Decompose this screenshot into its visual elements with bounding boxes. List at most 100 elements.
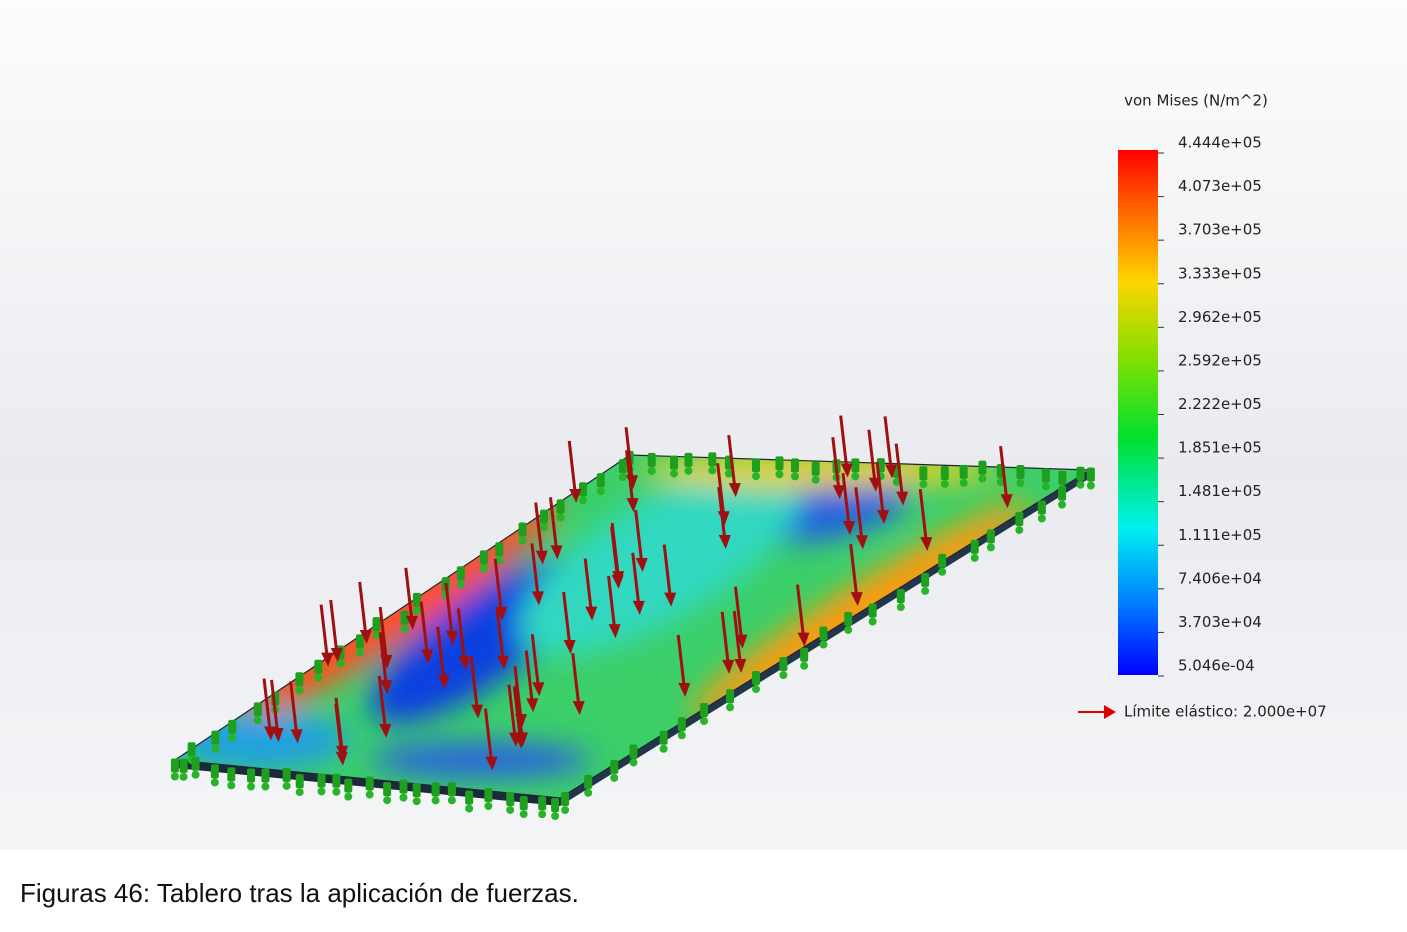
support [413, 797, 421, 805]
support [180, 759, 188, 773]
support [629, 744, 637, 758]
support [660, 731, 668, 745]
support [610, 760, 618, 774]
support [314, 660, 322, 674]
support [356, 648, 364, 656]
support [1076, 467, 1084, 481]
support [373, 617, 381, 631]
support [413, 593, 421, 607]
support [791, 458, 799, 472]
support [978, 461, 986, 475]
support [971, 554, 979, 562]
support [551, 812, 559, 820]
tick-label: 4.073e+05 [1178, 177, 1262, 195]
support [295, 686, 303, 694]
support [819, 641, 827, 649]
support [557, 513, 565, 521]
support [261, 769, 269, 783]
support [1087, 482, 1095, 490]
support [812, 476, 820, 484]
support [192, 771, 200, 779]
support [332, 788, 340, 796]
support [261, 783, 269, 791]
tick-label: 5.046e-04 [1178, 657, 1255, 675]
support [432, 796, 440, 804]
support [314, 674, 322, 682]
support [851, 472, 859, 480]
support [1016, 465, 1024, 479]
support [399, 794, 407, 802]
support [383, 796, 391, 804]
tick-label: 3.333e+05 [1178, 264, 1262, 282]
support [211, 731, 219, 745]
support [648, 467, 656, 475]
support [597, 473, 605, 487]
support [1015, 512, 1023, 526]
support [844, 612, 852, 626]
support [1042, 468, 1050, 482]
yield-label: Límite elástico: 2.000e+07 [1124, 703, 1327, 721]
support [678, 717, 686, 731]
support [938, 554, 946, 568]
support [192, 757, 200, 771]
support [752, 685, 760, 693]
support [897, 603, 905, 611]
support [960, 479, 968, 487]
support [283, 782, 291, 790]
support [941, 480, 949, 488]
support [413, 607, 421, 615]
support [812, 462, 820, 476]
support [938, 568, 946, 576]
support [597, 487, 605, 495]
support [318, 787, 326, 795]
support [584, 789, 592, 797]
support [941, 466, 949, 480]
support [401, 625, 409, 633]
support [519, 537, 527, 545]
support [228, 734, 236, 742]
support [987, 529, 995, 543]
support [247, 783, 255, 791]
support [726, 703, 734, 711]
support [344, 779, 352, 793]
support [484, 802, 492, 810]
support [538, 796, 546, 810]
support [366, 791, 374, 799]
support [619, 459, 627, 473]
support [919, 480, 927, 488]
support [480, 550, 488, 564]
support [919, 466, 927, 480]
tick-label: 2.222e+05 [1178, 395, 1262, 413]
support [506, 792, 514, 806]
support [1058, 501, 1066, 509]
support [619, 473, 627, 481]
support [708, 466, 716, 474]
support [484, 788, 492, 802]
support [869, 603, 877, 617]
tick-label: 3.703e+04 [1178, 613, 1262, 631]
support [295, 672, 303, 686]
support [332, 774, 340, 788]
support [1038, 514, 1046, 522]
support [629, 758, 637, 766]
support [254, 702, 262, 716]
support [844, 626, 852, 634]
support [752, 458, 760, 472]
support [551, 798, 559, 812]
support [383, 782, 391, 796]
support [356, 634, 364, 648]
support [318, 773, 326, 787]
support [448, 782, 456, 796]
tick-label: 1.111e+05 [1178, 526, 1262, 544]
support [960, 465, 968, 479]
support [188, 742, 196, 756]
support [211, 778, 219, 786]
support [1015, 526, 1023, 534]
support [413, 783, 421, 797]
support [538, 810, 546, 818]
support [752, 472, 760, 480]
support [211, 745, 219, 753]
support [660, 745, 668, 753]
support [171, 758, 179, 772]
support [520, 810, 528, 818]
